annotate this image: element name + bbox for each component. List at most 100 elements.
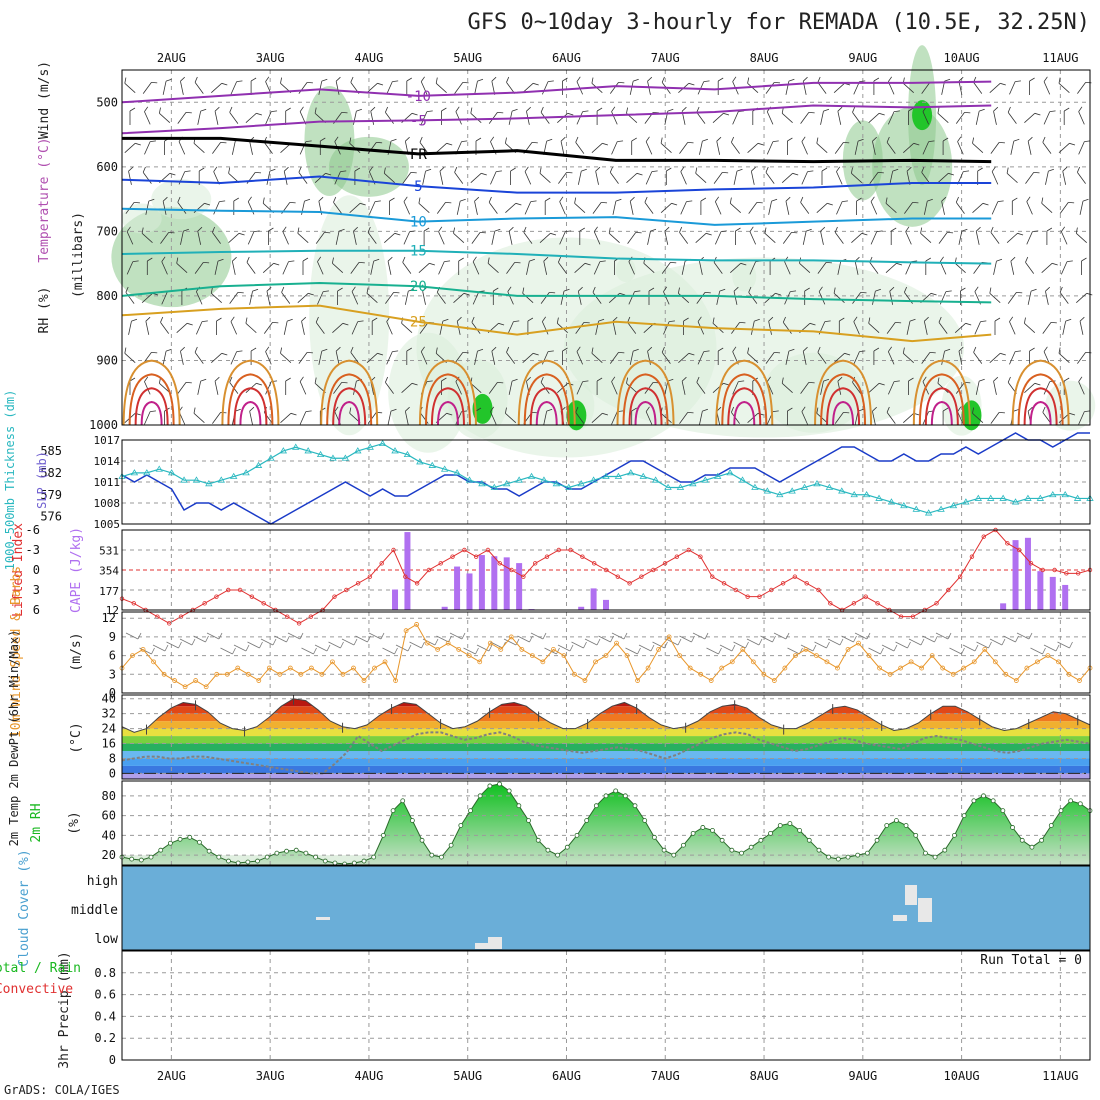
wind-barb-feather — [505, 407, 507, 414]
lifted-index-marker — [391, 547, 396, 553]
wind-barb — [367, 226, 377, 244]
thickness-marker — [378, 439, 387, 447]
wind-barb-staff — [282, 261, 289, 275]
wind-barb — [937, 172, 954, 183]
wind-barb-feather — [321, 78, 328, 82]
wind-barb — [782, 231, 798, 244]
wind-barb-staff — [1045, 291, 1049, 305]
wind-barb — [453, 292, 470, 303]
y-tick-label-thickness: 579 — [40, 488, 62, 502]
wind-barb-staff — [197, 111, 202, 125]
wind-barb-feather — [712, 317, 715, 324]
thickness-marker — [726, 469, 734, 476]
wind-barb-feather — [194, 346, 198, 353]
wind-barb — [611, 140, 624, 155]
thickness-marker — [987, 494, 995, 501]
wind-barb-feather — [357, 320, 364, 323]
wind-barb-feather — [856, 197, 862, 202]
wind-barb-staff — [474, 201, 478, 215]
y-tick-label-wind: 6 — [109, 649, 116, 663]
rh-marker — [864, 850, 870, 856]
wind-barb-feather — [470, 107, 473, 114]
wind-speed-marker — [182, 684, 188, 690]
wind-barb-feather — [193, 407, 196, 414]
wind-barb — [177, 381, 192, 394]
wind-barb — [954, 257, 966, 273]
rh-marker — [380, 832, 386, 838]
wind-barb-10m-feather — [461, 632, 466, 640]
wind-barb — [749, 226, 757, 245]
x-tick-label-top: 5AUG — [453, 51, 482, 65]
wind-barb — [593, 260, 606, 275]
wind-barb-staff — [1078, 411, 1085, 425]
wind-barb-staff — [402, 172, 412, 184]
wind-barb-staff — [266, 291, 271, 305]
wind-barb-feather — [342, 322, 349, 326]
wind-barb-feather — [906, 166, 912, 172]
wind-barb — [353, 108, 362, 125]
wind-barb-staff — [508, 381, 513, 395]
rh-marker — [768, 830, 773, 836]
wind-barb-staff — [627, 322, 637, 334]
wind-barb-feather — [150, 410, 156, 413]
lifted-index-marker — [532, 561, 538, 566]
isotherm-diurnal — [1011, 359, 1070, 426]
wind-barb-10m-feather — [542, 632, 547, 640]
isotherm-label-15: 15 — [410, 244, 427, 260]
wind-barb-feather — [823, 108, 830, 112]
wind-barb-feather — [925, 257, 932, 262]
wind-barb — [887, 346, 895, 365]
wind-barb-staff — [229, 292, 239, 304]
wind-barb-feather — [377, 352, 384, 356]
wind-barb — [404, 288, 414, 305]
wind-barb-feather — [893, 110, 900, 113]
y-tick-label-rh: 60 — [102, 809, 116, 823]
wind-speed-marker — [677, 653, 683, 659]
wind-barb — [989, 287, 1001, 303]
wind-barb-feather — [124, 77, 127, 84]
wind-barb — [975, 226, 981, 245]
wind-barb-staff — [800, 382, 810, 394]
wind-barb-feather — [547, 80, 554, 83]
wind-barb — [852, 291, 867, 304]
wind-barb — [558, 171, 573, 184]
wind-barb — [733, 286, 739, 305]
wind-barb-staff — [422, 171, 426, 185]
wind-barb-staff — [280, 353, 292, 363]
wind-barb-10m-feather — [556, 647, 560, 655]
wind-speed-marker — [466, 653, 472, 659]
wind-barb — [129, 377, 136, 395]
wind-barb-feather — [1048, 168, 1054, 172]
wind-barb-staff — [854, 141, 859, 155]
wind-barb-staff — [265, 111, 272, 125]
wind-barb-staff — [817, 352, 827, 364]
isotherm-diurnal — [436, 400, 459, 426]
wind-barb-staff — [297, 293, 309, 303]
wind-barb — [1006, 232, 1024, 243]
cloud-background — [122, 866, 1090, 950]
wind-speed-marker — [971, 659, 977, 665]
wind-barb — [126, 226, 134, 245]
wind-barb-feather — [888, 346, 893, 352]
isotherm-diurnal — [930, 400, 953, 426]
lifted-index-marker — [674, 554, 680, 559]
wind-barb-staff — [975, 381, 980, 395]
wind-barb-staff — [470, 383, 482, 393]
thickness-marker — [751, 483, 759, 490]
wind-barb-staff — [872, 141, 876, 155]
wind-barb — [820, 226, 826, 245]
wind-barb-feather — [739, 321, 746, 324]
wind-barb-staff — [609, 172, 619, 184]
wind-barb-staff — [332, 323, 344, 333]
wind-speed-marker — [214, 671, 220, 677]
lifted-index-marker — [403, 574, 408, 579]
wind-barb-feather — [922, 376, 927, 382]
wind-barb — [229, 291, 244, 304]
wind-barb — [144, 106, 151, 125]
wind-barb-staff — [472, 291, 480, 305]
wind-barb-10m — [260, 638, 274, 646]
wind-barb — [386, 80, 399, 95]
wind-barb-feather — [617, 140, 624, 143]
wind-barb-staff — [124, 83, 136, 93]
rh-marker — [313, 854, 319, 860]
